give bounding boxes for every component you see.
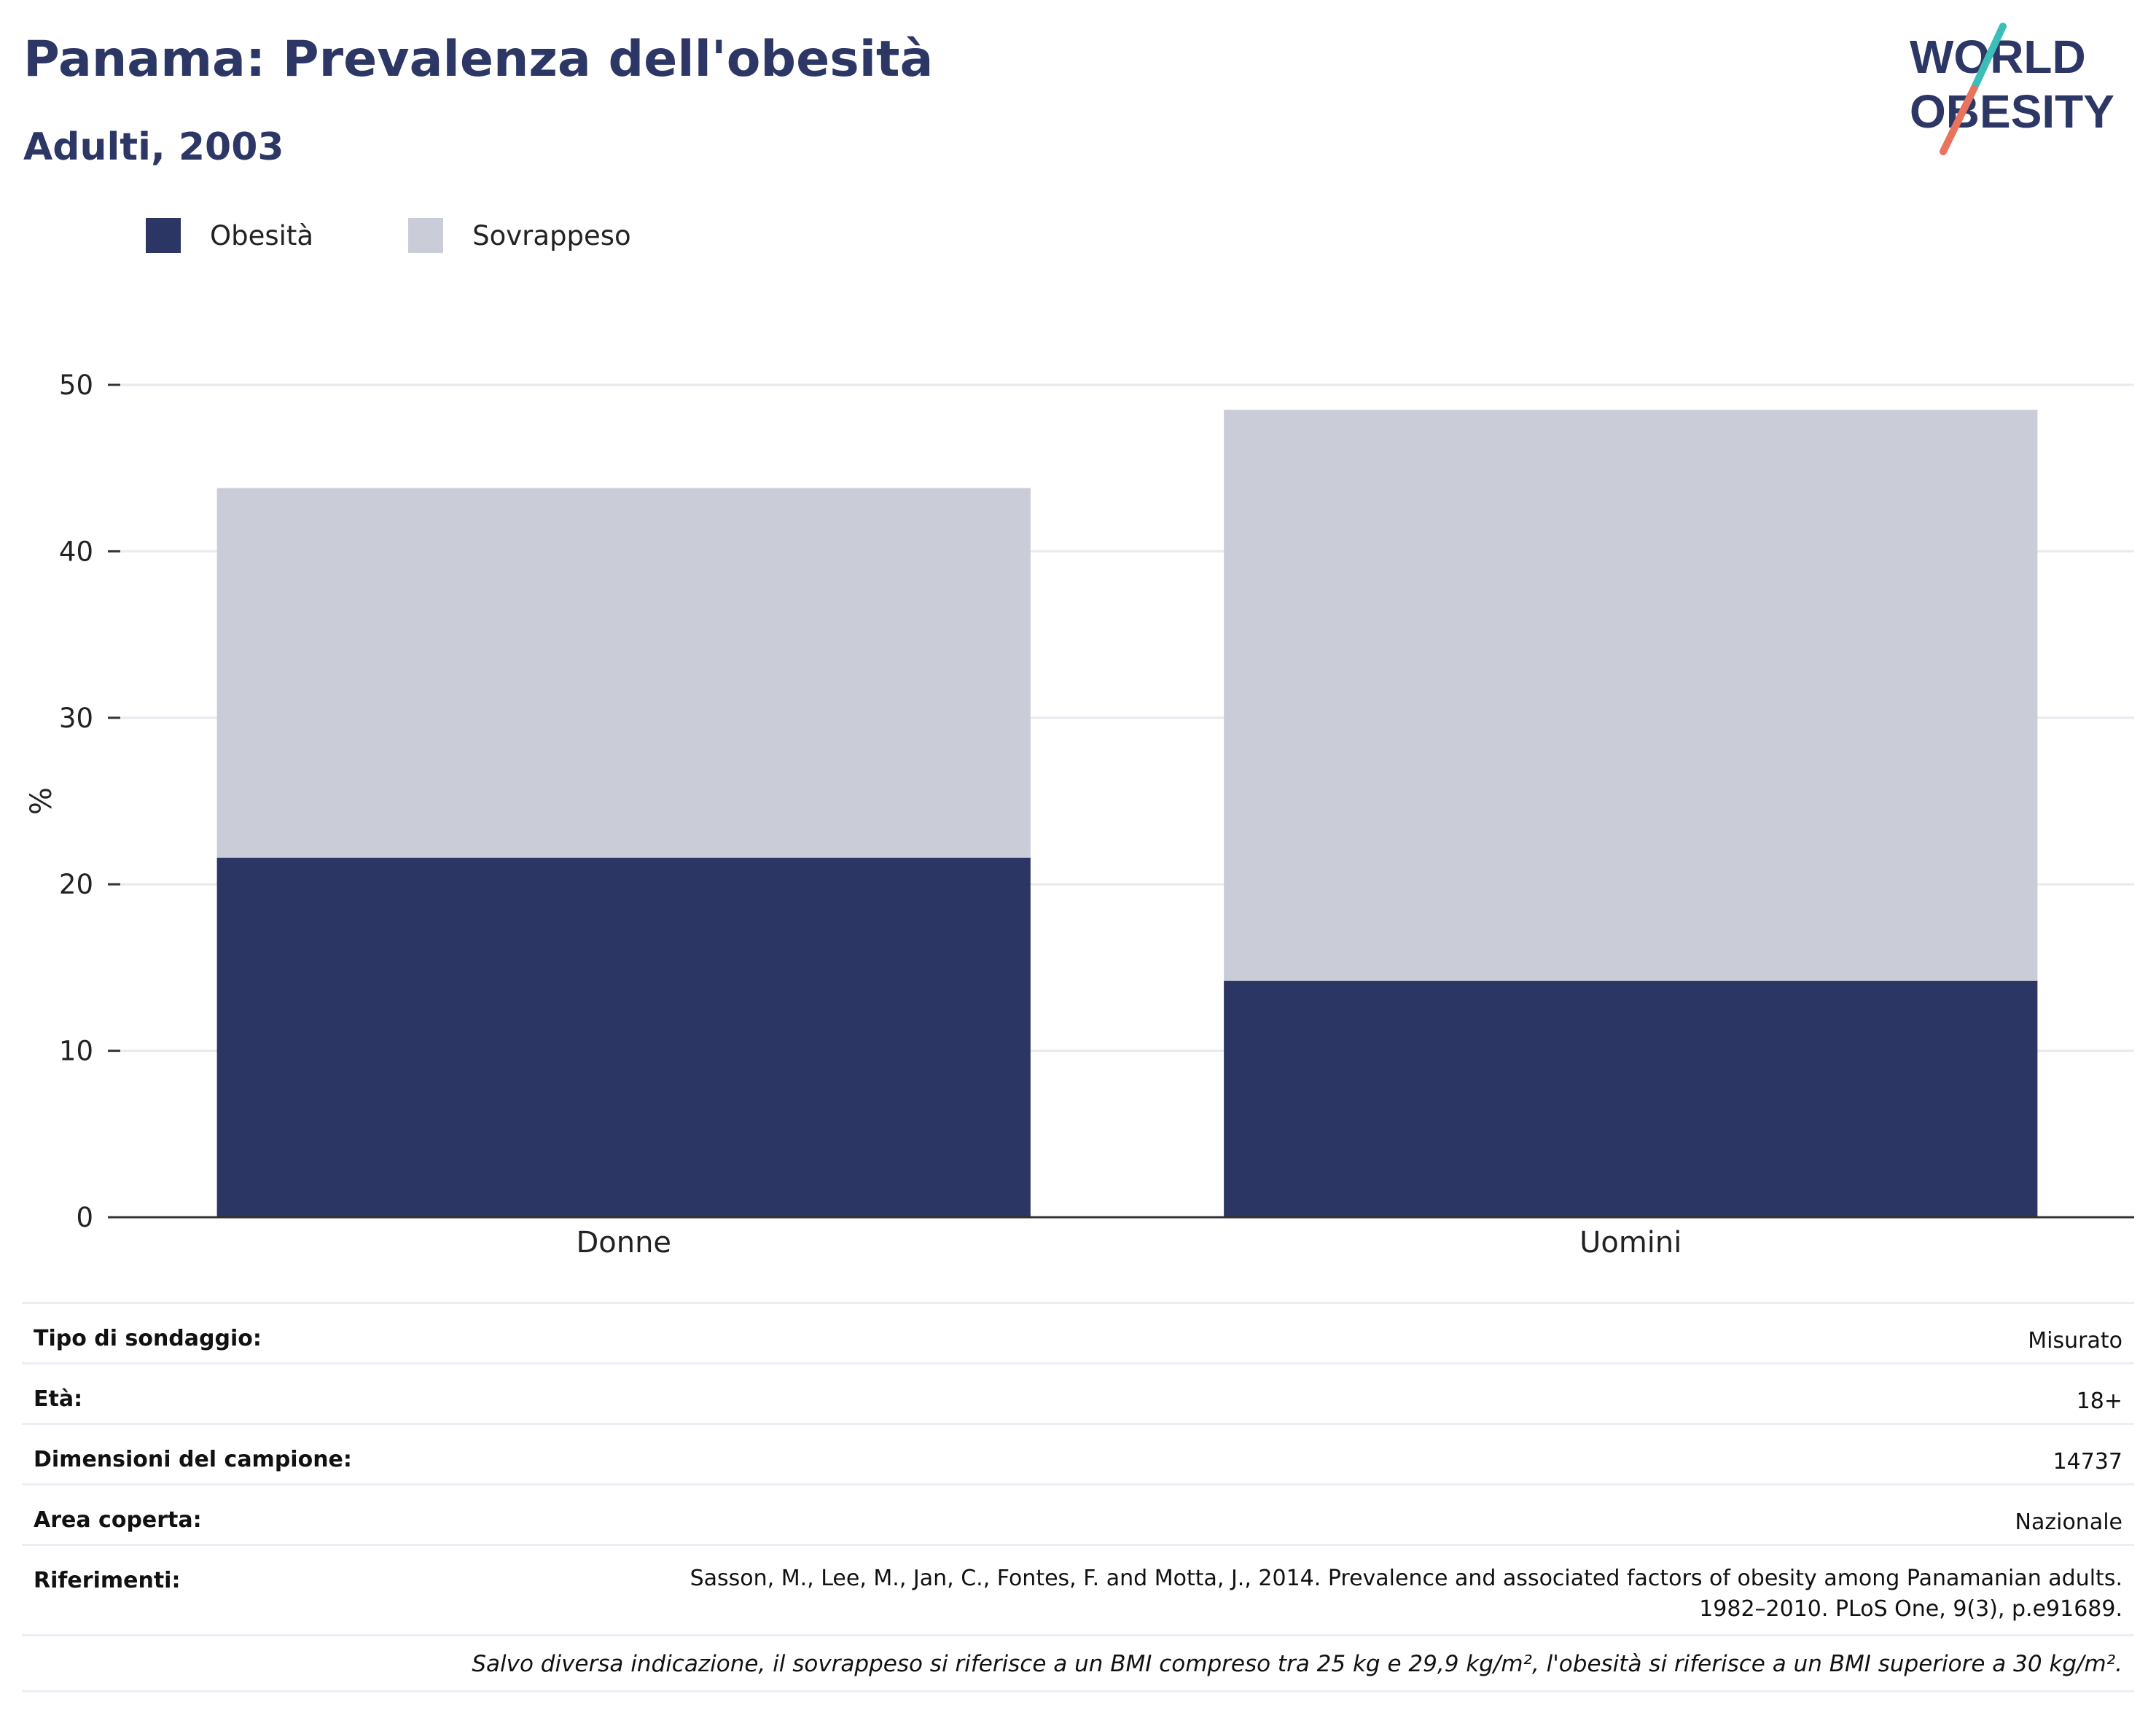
y-tick-label: 40 [59,536,93,567]
sample-size-value: 14737 [2053,1449,2122,1475]
logo-slash-coral [1940,85,1977,155]
area-value: Nazionale [2015,1510,2122,1535]
stacked-bar-chart: 0 10 20 30 40 50% Donne Uomini [25,370,2134,1260]
y-tick-label: 30 [59,703,93,734]
info-row-age: Età: 18+ [22,1362,2134,1423]
bar-obesity-uomini[interactable] [1224,980,2038,1217]
y-tick-label: 50 [59,370,93,401]
references-line1: Sasson, M., Lee, M., Jan, C., Fontes, F.… [690,1566,2122,1591]
footnote: Salvo diversa indicazione, il sovrappeso… [22,1634,2134,1692]
x-tick-label: Donne [576,1226,671,1260]
world-obesity-logo: WORLD OBESITY [1910,23,2114,155]
area-label: Area coperta: [34,1507,202,1533]
legend-item-obesity[interactable]: Obesità [146,218,313,253]
logo-slash-teal [1970,23,2007,93]
axes: 0 10 20 30 40 50% Donne Uomini [25,370,2134,1260]
references-label: Riferimenti: [34,1568,181,1593]
survey-type-label: Tipo di sondaggio: [34,1326,262,1351]
y-tick-label: 20 [59,869,93,900]
page-title: Panama: Prevalenza dell'obesità [23,31,934,88]
bar-obesity-donne[interactable] [216,857,1031,1217]
y-tick-label: 0 [76,1202,93,1233]
chart-legend: Obesità Sovrappeso [146,216,726,255]
references-line2: 1982–2010. PLoS One, 9(3), p.e91689. [1699,1596,2122,1622]
info-row-sample-size: Dimensioni del campione: 14737 [22,1423,2134,1483]
age-label: Età: [34,1386,83,1412]
references-value: Sasson, M., Lee, M., Jan, C., Fontes, F.… [690,1563,2122,1625]
y-axis-label: % [25,787,58,815]
legend-label-overweight: Sovrappeso [472,219,631,251]
age-value: 18+ [2076,1389,2122,1414]
legend-swatch-overweight [408,218,444,253]
sample-size-label: Dimensioni del campione: [34,1447,352,1472]
legend-swatch-obesity [146,218,181,253]
x-tick-label: Uomini [1579,1226,1682,1260]
legend-label-obesity: Obesità [210,219,314,251]
bars [216,410,2038,1217]
y-tick-label: 10 [59,1036,93,1067]
info-row-references: Riferimenti: Sasson, M., Lee, M., Jan, C… [22,1544,2134,1634]
bar-overweight-donne[interactable] [216,488,1031,858]
page-subtitle: Adulti, 2003 [23,125,284,169]
info-table: Tipo di sondaggio: Misurato Età: 18+ Dim… [22,1302,2134,1692]
logo-line2: OBESITY [1910,85,2114,138]
info-row-area: Area coperta: Nazionale [22,1483,2134,1544]
legend-item-overweight[interactable]: Sovrappeso [408,218,631,253]
bar-overweight-uomini[interactable] [1224,410,2038,981]
info-row-survey-type: Tipo di sondaggio: Misurato [22,1302,2134,1362]
survey-type-value: Misurato [2028,1328,2122,1354]
